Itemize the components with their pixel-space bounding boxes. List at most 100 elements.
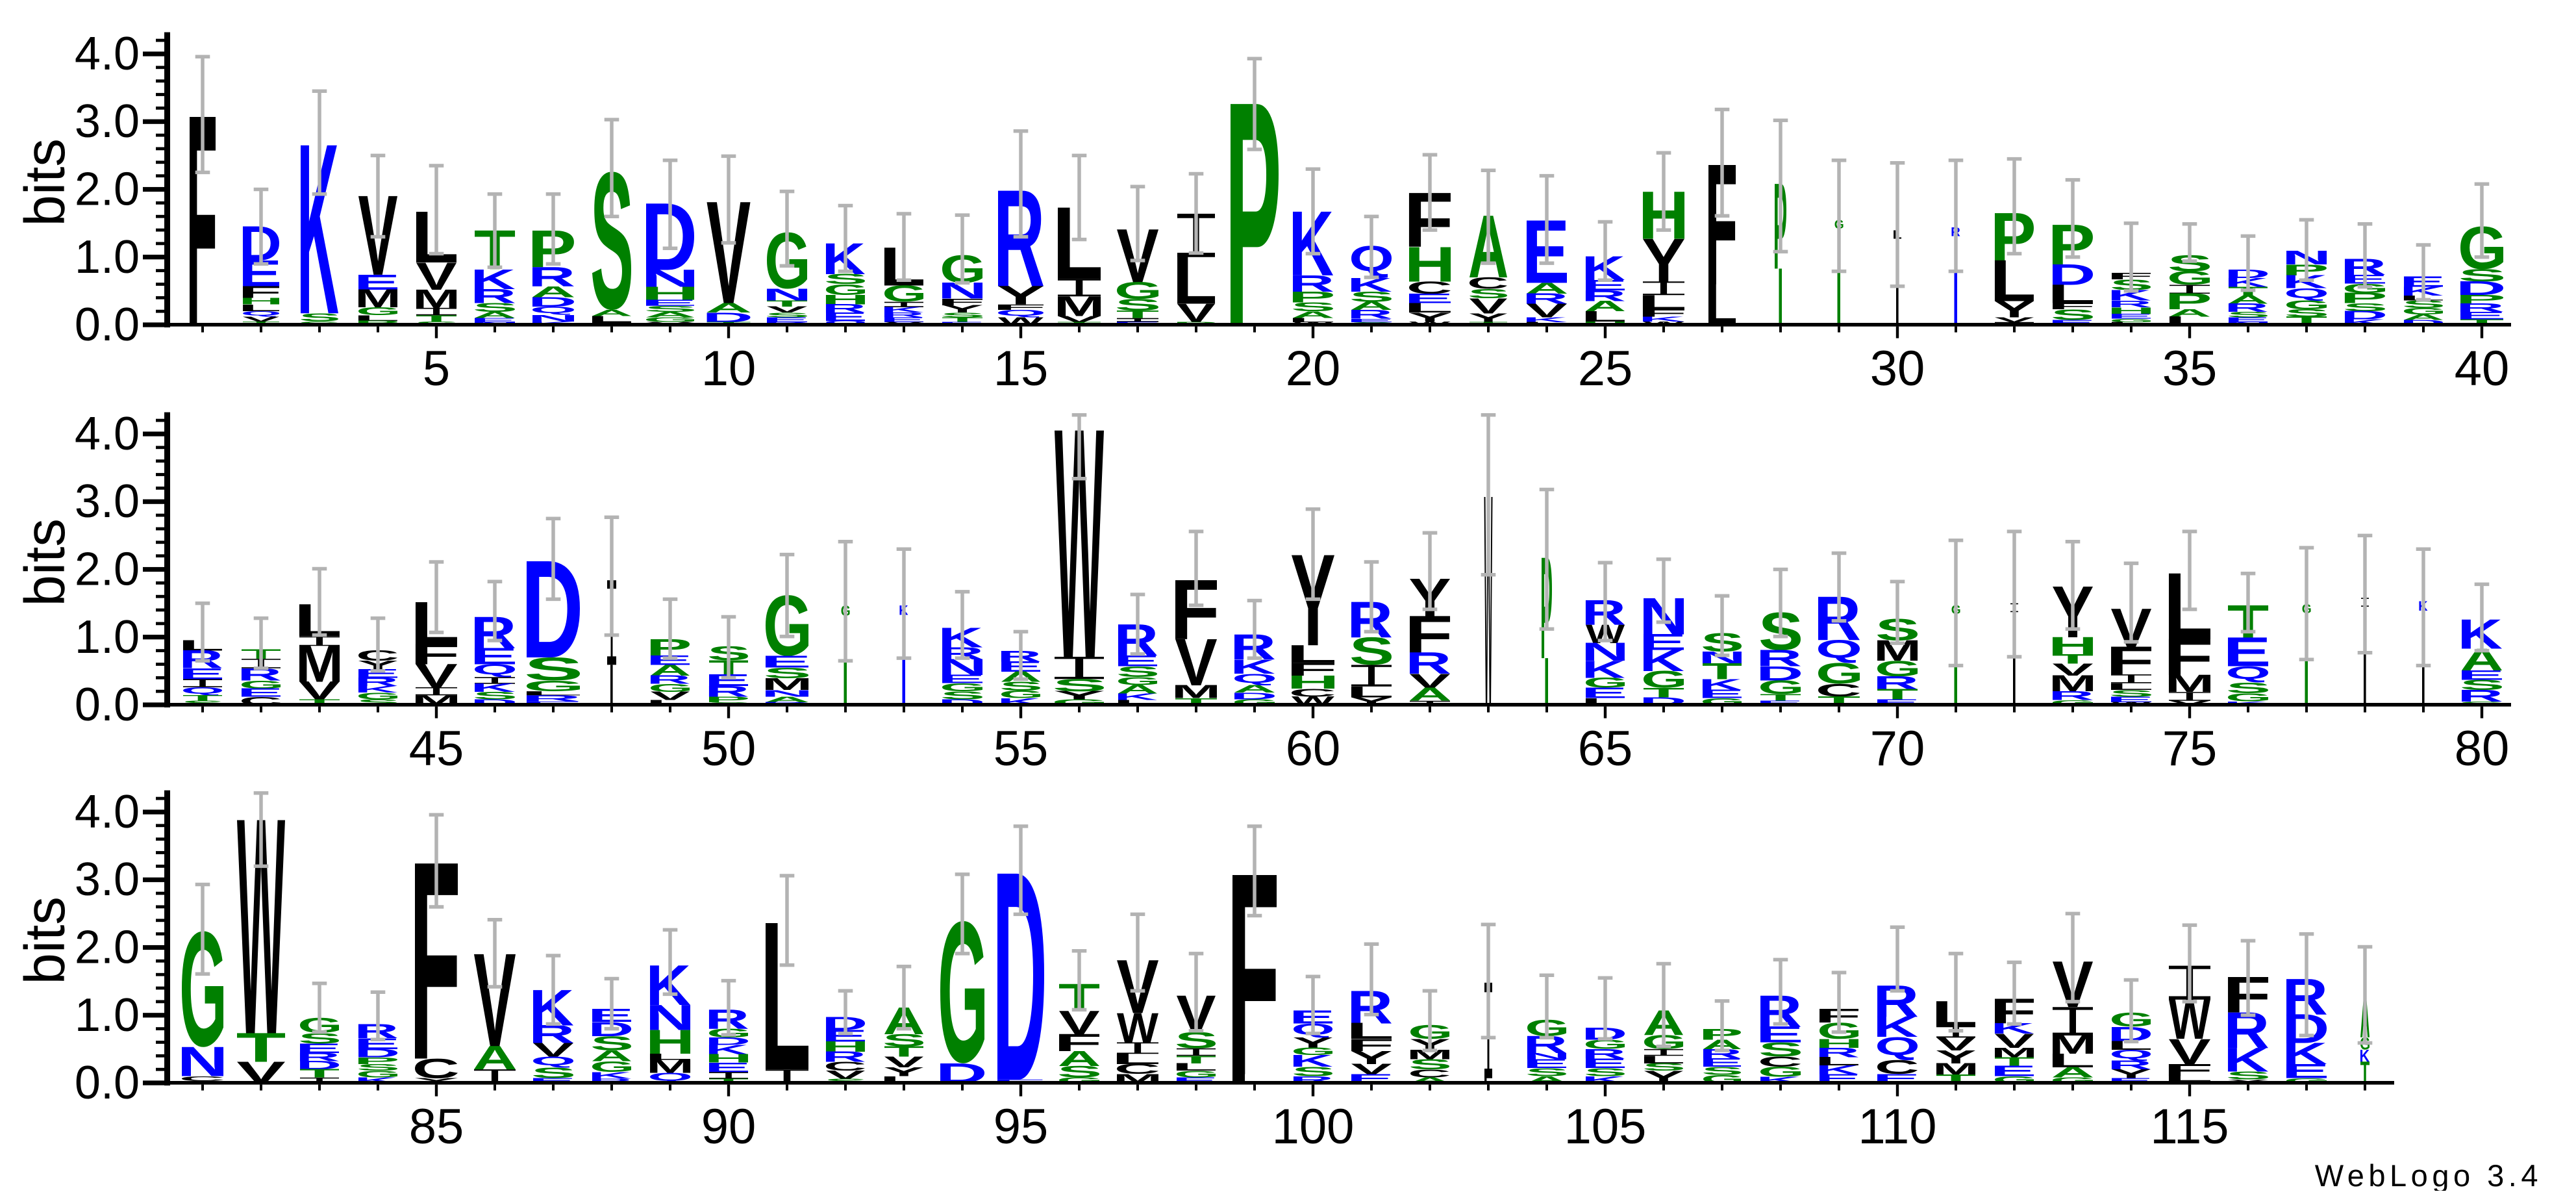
svg-text:R: R [2048, 689, 2094, 703]
svg-text:S: S [2343, 301, 2388, 314]
svg-text:3.0: 3.0 [75, 854, 140, 906]
svg-text:V: V [2168, 1031, 2210, 1072]
svg-text:S: S [1584, 1066, 1627, 1079]
svg-text:P: P [2340, 290, 2388, 307]
svg-text:R: R [705, 683, 749, 700]
svg-text:V: V [1994, 316, 2034, 324]
svg-text:V: V [1994, 1029, 2034, 1052]
svg-text:L: L [1172, 243, 1217, 319]
svg-text:A: A [591, 308, 633, 318]
svg-text:25: 25 [1578, 341, 1633, 396]
svg-text:T: T [182, 694, 223, 703]
svg-text:M: M [762, 675, 813, 694]
svg-text:F: F [1054, 1029, 1103, 1056]
svg-text:A: A [764, 695, 810, 704]
svg-text:A: A [1292, 309, 1335, 320]
svg-text:4.0: 4.0 [75, 28, 140, 80]
svg-text:S: S [1116, 663, 1160, 680]
svg-text:Q: Q [531, 1054, 575, 1068]
svg-text:C: C [412, 1053, 460, 1084]
svg-text:S: S [1408, 1056, 1452, 1073]
svg-text:E: E [2107, 695, 2155, 704]
svg-text:N: N [641, 264, 700, 292]
svg-text:K: K [1699, 676, 1742, 694]
svg-text:R: R [2108, 298, 2152, 309]
svg-text:R: R [1756, 645, 1802, 672]
svg-text:W: W [1484, 431, 1492, 769]
svg-text:E: E [1698, 687, 1744, 700]
svg-text:E: E [2224, 316, 2270, 324]
svg-text:A: A [1584, 298, 1627, 314]
svg-text:40: 40 [2455, 341, 2510, 396]
svg-text:70: 70 [1870, 721, 1925, 776]
svg-text:5: 5 [423, 341, 450, 396]
svg-text:Y: Y [883, 1065, 924, 1079]
svg-text:F: F [1638, 307, 1688, 320]
svg-text:G: G [648, 681, 693, 694]
svg-text:S: S [531, 1064, 576, 1081]
svg-text:G: G [2225, 691, 2271, 704]
svg-text:K: K [1290, 1052, 1333, 1071]
svg-text:R: R [2225, 301, 2269, 314]
svg-text:T: T [1994, 1054, 2034, 1069]
svg-text:Q: Q [823, 320, 867, 325]
svg-text:0.0: 0.0 [75, 299, 140, 351]
svg-text:S: S [2226, 1069, 2271, 1082]
svg-text:V: V [1409, 669, 1450, 692]
svg-text:E: E [2457, 667, 2505, 683]
svg-text:L: L [2106, 681, 2154, 692]
svg-text:110: 110 [1858, 1099, 1936, 1154]
svg-text:H: H [821, 1038, 869, 1055]
svg-text:S: S [1468, 286, 1510, 301]
svg-text:A: A [705, 300, 752, 316]
svg-text:G: G [356, 305, 401, 318]
svg-text:Q: Q [1875, 1032, 1919, 1060]
svg-text:R: R [1582, 287, 1626, 305]
svg-text:S: S [2226, 680, 2271, 696]
svg-text:E: E [1581, 1056, 1627, 1071]
svg-text:S: S [1349, 288, 1394, 305]
svg-text:E: E [470, 643, 518, 669]
svg-text:Q: Q [1816, 635, 1862, 663]
svg-text:C: C [1875, 1056, 1919, 1078]
svg-text:A: A [1350, 299, 1394, 312]
svg-text:V: V [532, 1039, 573, 1061]
svg-text:T: T [1877, 686, 1918, 702]
svg-text:105: 105 [1564, 1099, 1647, 1154]
svg-text:S: S [1052, 676, 1107, 694]
svg-text:T: T [766, 298, 808, 308]
svg-text:C: C [1407, 278, 1453, 298]
svg-text:K: K [588, 1070, 632, 1081]
svg-text:V: V [766, 305, 807, 314]
svg-text:G: G [1291, 1045, 1336, 1057]
svg-text:E: E [354, 667, 400, 681]
svg-text:A: A [2227, 293, 2270, 306]
svg-text:P: P [2165, 289, 2212, 314]
svg-text:V: V [1057, 314, 1101, 324]
svg-text:M: M [1991, 1045, 2037, 1060]
svg-text:H: H [641, 283, 700, 304]
svg-text:S: S [2227, 311, 2270, 319]
svg-text:E: E [295, 1041, 342, 1056]
svg-text:L: L [1639, 1054, 1685, 1066]
svg-text:D: D [354, 1047, 400, 1060]
svg-text:V: V [1469, 294, 1508, 318]
svg-text:45: 45 [409, 721, 464, 776]
svg-text:G: G [239, 678, 284, 691]
svg-text:M: M [355, 285, 401, 313]
svg-text:K: K [2360, 1047, 2370, 1066]
svg-text:G: G [356, 691, 401, 702]
svg-text:R: R [1582, 1046, 1626, 1061]
svg-text:S: S [2051, 306, 2095, 323]
svg-text:L: L [2164, 1074, 2213, 1082]
svg-text:A: A [1058, 1047, 1101, 1071]
svg-text:H: H [1405, 237, 1456, 293]
svg-text:75: 75 [2162, 721, 2218, 776]
svg-text:L: L [1288, 317, 1336, 324]
svg-text:D: D [1230, 691, 1277, 702]
svg-text:E: E [237, 686, 283, 699]
svg-text:S: S [473, 690, 518, 702]
svg-text:2.0: 2.0 [75, 164, 140, 216]
svg-text:G: G [1583, 675, 1628, 691]
svg-text:N: N [1523, 1051, 1571, 1061]
